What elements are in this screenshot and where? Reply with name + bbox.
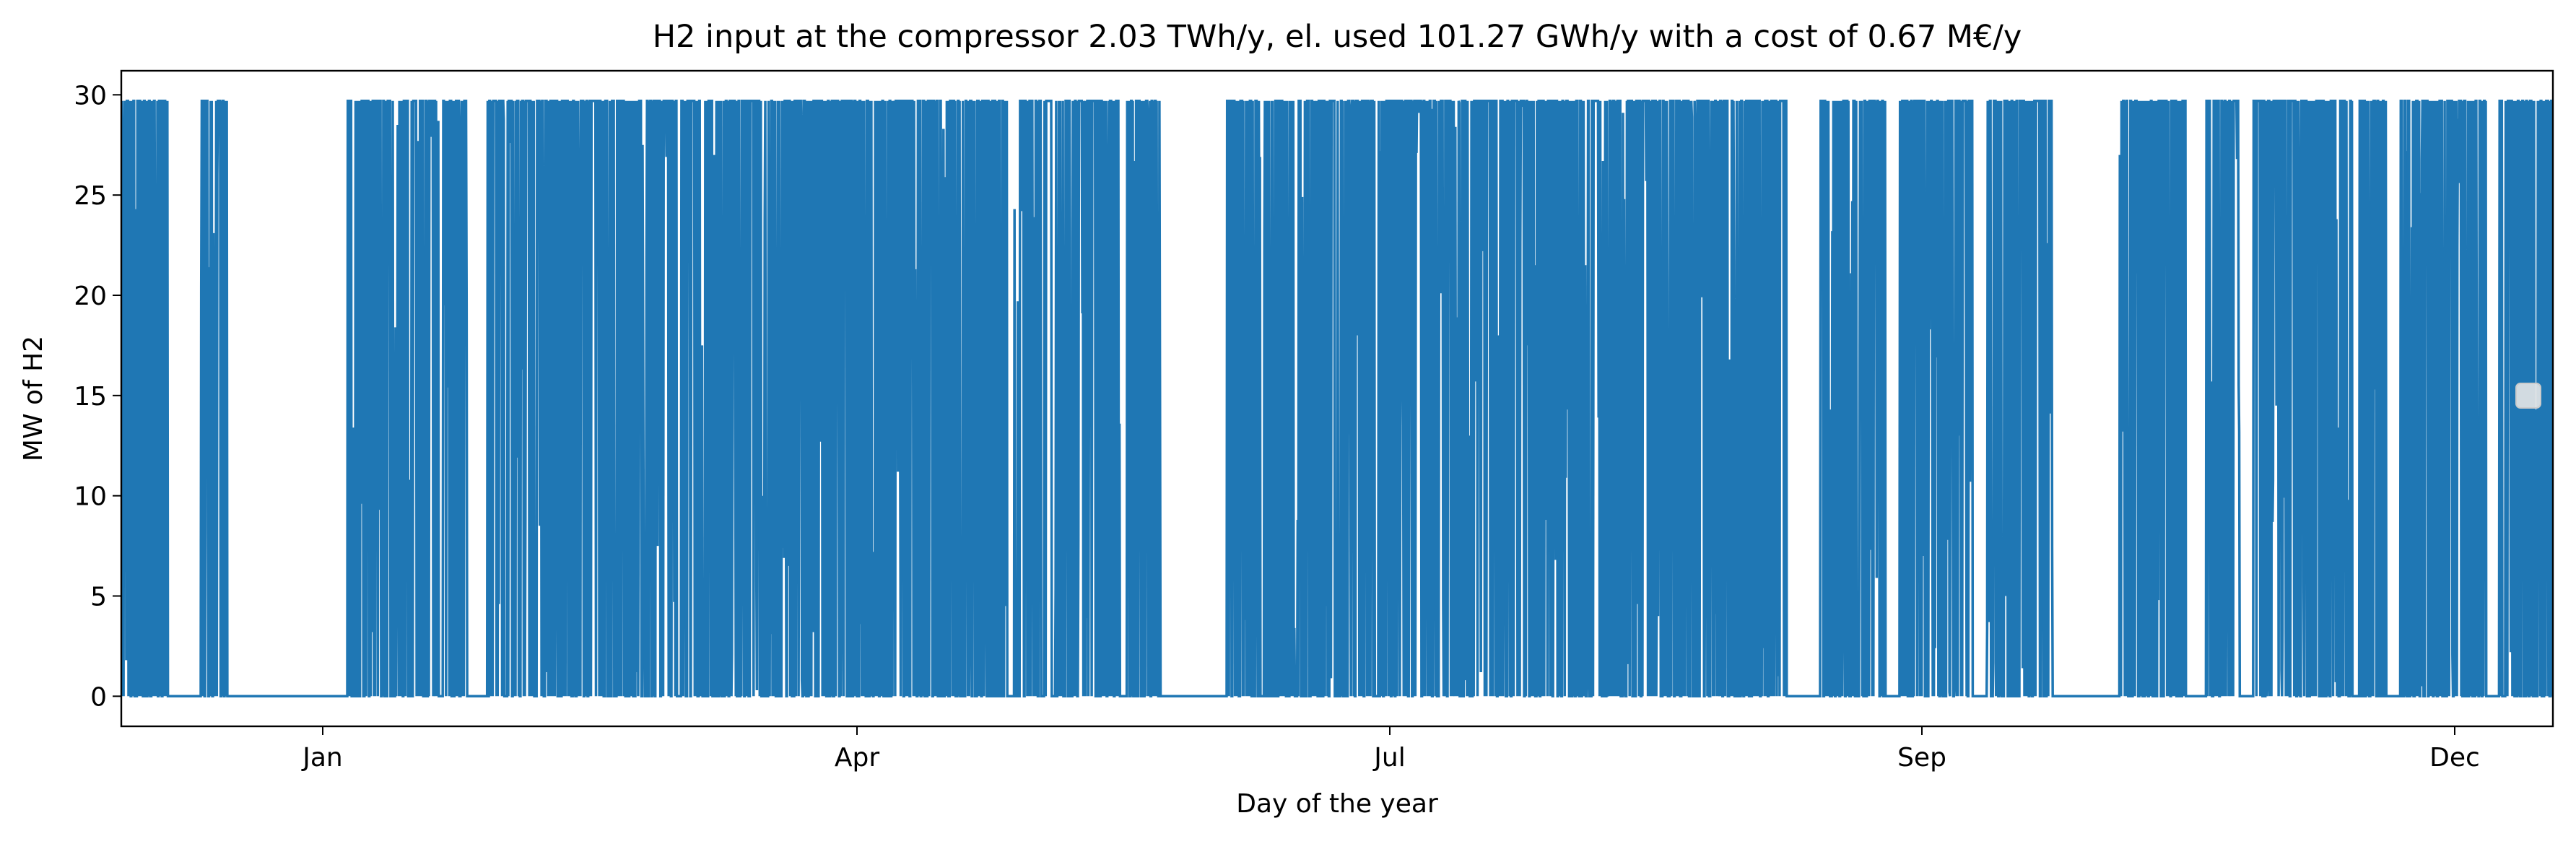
y-axis: 0 5 10 15 20 25 30 [74, 81, 121, 712]
x-tick-label: Apr [835, 743, 879, 773]
x-tick-label: Jul [1372, 743, 1405, 773]
y-tick-label: 20 [74, 282, 107, 311]
y-axis-label: MW of H2 [19, 336, 48, 461]
plot-frame [120, 69, 2554, 728]
x-tick-label: Sep [1897, 743, 1946, 773]
x-axis-label: Day of the year [1236, 789, 1438, 819]
y-tick-label: 30 [74, 81, 107, 110]
series-polyline [121, 99, 2553, 698]
y-tick-label: 25 [74, 181, 107, 211]
x-tick-label: Jan [301, 743, 343, 773]
legend-box [2515, 383, 2541, 409]
x-tick-label: Dec [2429, 743, 2480, 773]
series-line [121, 99, 2553, 698]
x-axis: Jan Apr Jul Sep Dec [301, 726, 2480, 773]
y-tick-label: 5 [90, 583, 107, 612]
y-tick-label: 10 [74, 482, 107, 512]
y-tick-label: 0 [90, 682, 107, 712]
y-tick-label: 15 [74, 382, 107, 412]
chart-title: H2 input at the compressor 2.03 TWh/y, e… [653, 19, 2022, 55]
